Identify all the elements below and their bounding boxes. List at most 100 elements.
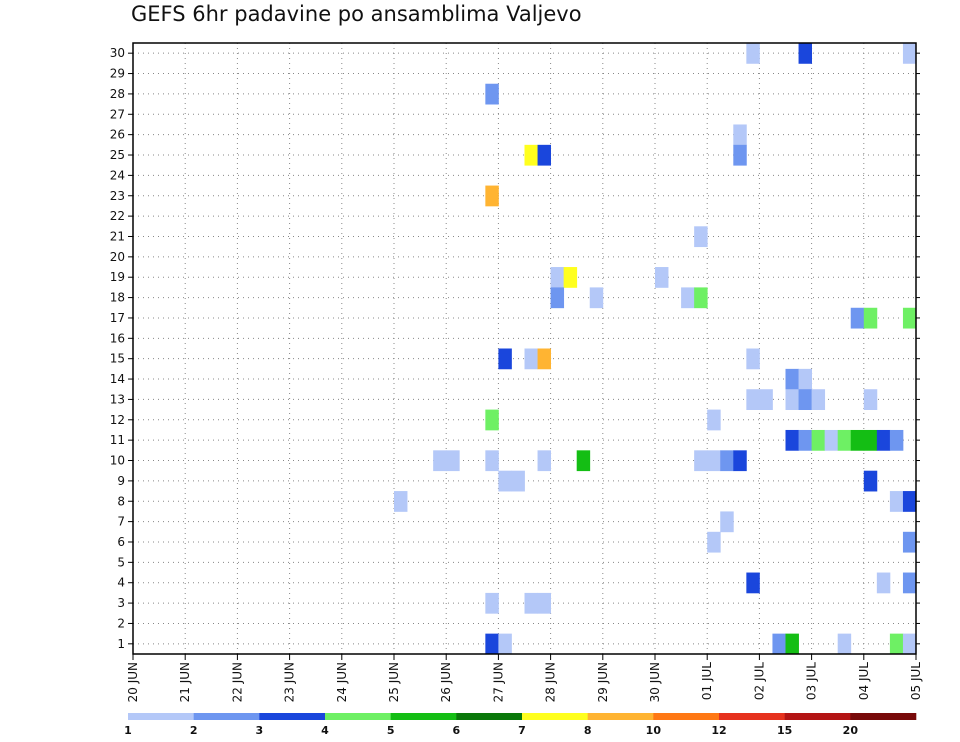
heatmap-cell: [694, 287, 708, 309]
colorbar-label: 1: [124, 724, 132, 737]
heatmap-cell: [707, 450, 721, 472]
heatmap-cell: [511, 470, 525, 492]
colorbar-segment: [719, 713, 785, 720]
heatmap-cell: [394, 491, 408, 512]
heatmap-cell: [694, 450, 708, 472]
heatmap-cell: [707, 409, 721, 431]
colorbar-segment: [850, 713, 917, 720]
heatmap-cell: [785, 633, 799, 655]
heatmap-cell: [863, 429, 878, 451]
heatmap-cell: [524, 348, 538, 370]
heatmap-cell: [485, 592, 499, 614]
y-tick-label: 28: [110, 87, 125, 101]
heatmap-cell: [733, 144, 747, 166]
y-tick-label: 19: [110, 270, 125, 284]
heatmap-cell: [681, 287, 695, 309]
heatmap-cell: [759, 389, 773, 410]
heatmap-cell: [902, 633, 917, 655]
colorbar-label: 12: [711, 724, 726, 737]
colorbar-label: 7: [518, 724, 526, 737]
x-tick-label: 03 JUL: [805, 662, 819, 700]
x-tick-label: 21 JUN: [178, 662, 192, 702]
x-tick-label: 20 JUN: [126, 662, 140, 702]
y-tick-label: 27: [110, 107, 125, 121]
heatmap-cell: [537, 144, 551, 166]
x-tick-label: 23 JUN: [283, 662, 297, 702]
heatmap-cell: [433, 450, 447, 472]
y-tick-label: 23: [110, 189, 125, 203]
heatmap-cell: [902, 43, 917, 64]
heatmap-cell: [498, 633, 512, 655]
y-tick-label: 4: [117, 576, 125, 590]
cells-layer: [394, 43, 917, 655]
colorbar-label: 8: [584, 724, 592, 737]
heatmap-cell: [537, 348, 551, 370]
heatmap-cell: [785, 368, 799, 390]
x-tick-label: 22 JUN: [230, 662, 244, 702]
plot-frame: [132, 42, 917, 655]
y-tick-label: 18: [110, 291, 125, 305]
heatmap-cell: [655, 267, 669, 288]
heatmap-cell: [798, 429, 812, 451]
x-tick-label: 30 JUN: [648, 662, 662, 702]
heatmap-cell: [902, 531, 917, 553]
y-tick-label: 17: [110, 311, 125, 325]
heatmap-cell: [733, 450, 747, 472]
colorbar-label: 3: [256, 724, 264, 737]
y-tick-label: 13: [110, 392, 125, 406]
chart-title: GEFS 6hr padavine po ansamblima Valjevo: [131, 2, 582, 26]
heatmap-cell: [785, 429, 799, 451]
colorbar-segment: [128, 713, 194, 720]
colorbar-segment: [784, 713, 851, 720]
heatmap-cell: [902, 491, 917, 512]
y-tick-label: 14: [110, 372, 125, 386]
heatmap-cell: [524, 592, 538, 614]
heatmap-cell: [785, 389, 799, 410]
heatmap-cell: [485, 450, 499, 472]
colorbar-label: 10: [646, 724, 662, 737]
y-tick-label: 21: [110, 229, 125, 243]
colorbar-segment: [587, 713, 654, 720]
x-tick-label: 25 JUN: [387, 662, 401, 702]
heatmap-cell: [850, 307, 865, 329]
colorbar-label: 4: [321, 724, 329, 737]
heatmap-cell: [837, 429, 852, 451]
x-tick-label: 28 JUN: [544, 662, 558, 702]
heatmap-cell: [576, 450, 591, 472]
heatmap-cell: [485, 185, 499, 207]
heatmap-cell: [876, 429, 891, 451]
heatmap-cell: [889, 633, 904, 655]
heatmap-cell: [863, 389, 878, 410]
y-tick-label: 30: [110, 46, 125, 60]
colorbar-label: 5: [387, 724, 395, 737]
y-tick-label: 1: [117, 637, 125, 651]
y-tick-label: 16: [110, 331, 125, 345]
heatmap-cell: [563, 267, 578, 288]
heatmap-cell: [798, 389, 812, 410]
heatmap-cell: [485, 409, 499, 431]
heatmap-cell: [485, 83, 499, 105]
x-axis: 20 JUN 21 JUN 22 JUN 23 JUN 24 JUN 25 JUN 26 J…: [126, 654, 923, 702]
y-tick-label: 11: [110, 433, 125, 447]
colorbar-label: 6: [453, 724, 461, 737]
heatmap-cell: [811, 429, 826, 451]
y-tick-label: 6: [117, 535, 125, 549]
colorbar-segment: [522, 713, 588, 720]
x-tick-label: 24 JUN: [335, 662, 349, 702]
heatmap-cell: [550, 287, 565, 309]
colorbar-segment: [193, 713, 260, 720]
x-tick-label: 26 JUN: [439, 662, 453, 702]
heatmap-cell: [446, 450, 460, 472]
heatmap-cell: [798, 43, 812, 64]
heatmap-cell: [850, 429, 865, 451]
y-tick-label: 26: [110, 128, 125, 142]
y-tick-label: 5: [117, 555, 125, 569]
heatmap-cell: [824, 429, 839, 451]
x-tick-label: 05 JUL: [909, 662, 923, 700]
heatmap-cell: [889, 429, 904, 451]
heatmap-cell: [811, 389, 826, 410]
heatmap-cell: [863, 307, 878, 329]
heatmap-cell: [837, 633, 852, 655]
y-tick-label: 29: [110, 67, 125, 81]
